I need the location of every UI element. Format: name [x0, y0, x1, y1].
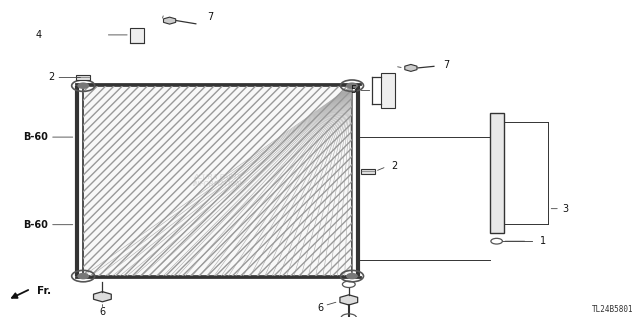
Text: 6: 6: [317, 303, 323, 313]
Text: 2: 2: [48, 72, 54, 82]
Text: B-60: B-60: [23, 132, 48, 142]
Text: B-60: B-60: [23, 220, 48, 230]
Circle shape: [78, 273, 88, 279]
Bar: [76, 75, 90, 80]
Polygon shape: [404, 64, 417, 71]
Bar: [490, 113, 504, 233]
Polygon shape: [340, 295, 358, 305]
Circle shape: [347, 83, 357, 88]
Circle shape: [78, 83, 88, 88]
Bar: [381, 73, 395, 108]
Polygon shape: [93, 292, 111, 302]
Text: 1: 1: [540, 236, 547, 246]
Circle shape: [347, 273, 357, 279]
Text: 7: 7: [444, 60, 450, 70]
Text: 3: 3: [563, 204, 569, 214]
Text: Fr.: Fr.: [37, 286, 51, 296]
Bar: [83, 86, 352, 276]
Text: 7: 7: [207, 12, 214, 22]
Text: 4: 4: [35, 30, 42, 40]
Text: TL24B5801: TL24B5801: [592, 305, 634, 314]
Polygon shape: [163, 17, 176, 24]
Bar: [83, 86, 352, 276]
Text: 2: 2: [392, 161, 398, 171]
Text: 5: 5: [350, 85, 356, 95]
Bar: [130, 28, 144, 43]
Bar: [361, 169, 375, 174]
Text: ACURA PARTS
INFORMATION: ACURA PARTS INFORMATION: [193, 174, 242, 187]
Text: 6: 6: [99, 307, 106, 316]
